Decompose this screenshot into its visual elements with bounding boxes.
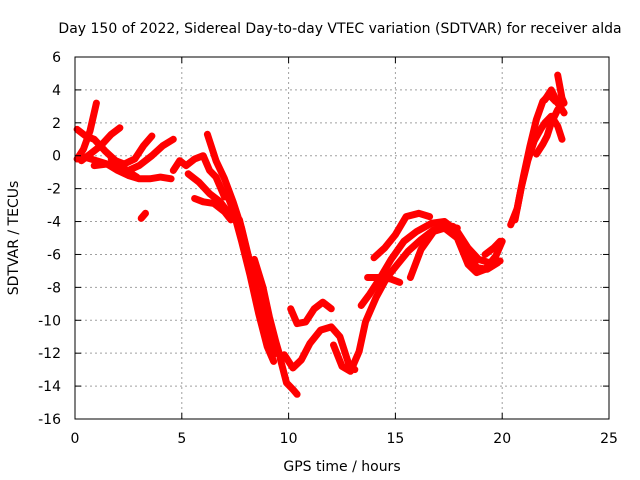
y-tick-label: -8 [47, 280, 61, 296]
y-tick-label: -12 [38, 346, 61, 362]
series-sat-p [280, 323, 359, 374]
series-sat-u [364, 274, 404, 286]
series-sat-e [90, 135, 177, 174]
y-tick-label: 6 [52, 50, 61, 66]
y-tick-label: -16 [38, 412, 61, 428]
series-sat-v [406, 224, 506, 281]
x-axis-label: GPS time / hours [283, 459, 400, 475]
series-sat-ac [554, 71, 568, 107]
series-sat-w [438, 221, 502, 273]
y-tick-label: -4 [47, 215, 61, 231]
y-tick-label: -6 [47, 247, 61, 263]
x-tick-labels: 0 5 10 15 20 25 [71, 431, 618, 447]
series-sat-q [287, 298, 335, 328]
series-sat-f [107, 132, 156, 168]
series-sat-aa [532, 106, 562, 158]
series-layer [73, 71, 568, 398]
series-sat-n [250, 255, 284, 360]
series-sat-x [481, 237, 504, 258]
y-tick-label: 2 [52, 116, 61, 132]
y-tick-label: -2 [47, 182, 61, 198]
series-sat-h [169, 152, 228, 201]
y-axis-label: SDTVAR / TECUs [6, 181, 22, 296]
chart-title: Day 150 of 2022, Sidereal Day-to-day VTE… [58, 21, 621, 37]
axis-ticks [74, 56, 610, 420]
y-tick-label: 4 [52, 83, 61, 99]
y-tick-label: -10 [38, 313, 61, 329]
series-sat-o [276, 354, 301, 398]
series-sat-ab [541, 86, 568, 117]
y-tick-label: -14 [38, 379, 61, 395]
series-sat-j [191, 195, 235, 224]
x-tick-label: 20 [493, 431, 511, 447]
series-sat-m [236, 216, 280, 355]
series-sat-z [511, 112, 566, 224]
y-tick-labels: -16 -14 -12 -10 -8 -6 -4 -2 0 2 4 6 [38, 50, 61, 428]
series-sat-g [137, 209, 149, 222]
y-tick-label: 0 [52, 149, 61, 165]
x-tick-label: 5 [177, 431, 186, 447]
x-tick-label: 25 [600, 431, 618, 447]
plot-frame [74, 56, 610, 420]
x-tick-label: 15 [386, 431, 404, 447]
series-sat-i [184, 170, 233, 217]
x-tick-label: 10 [280, 431, 298, 447]
series-sat-t [370, 209, 434, 262]
x-tick-label: 0 [71, 431, 80, 447]
